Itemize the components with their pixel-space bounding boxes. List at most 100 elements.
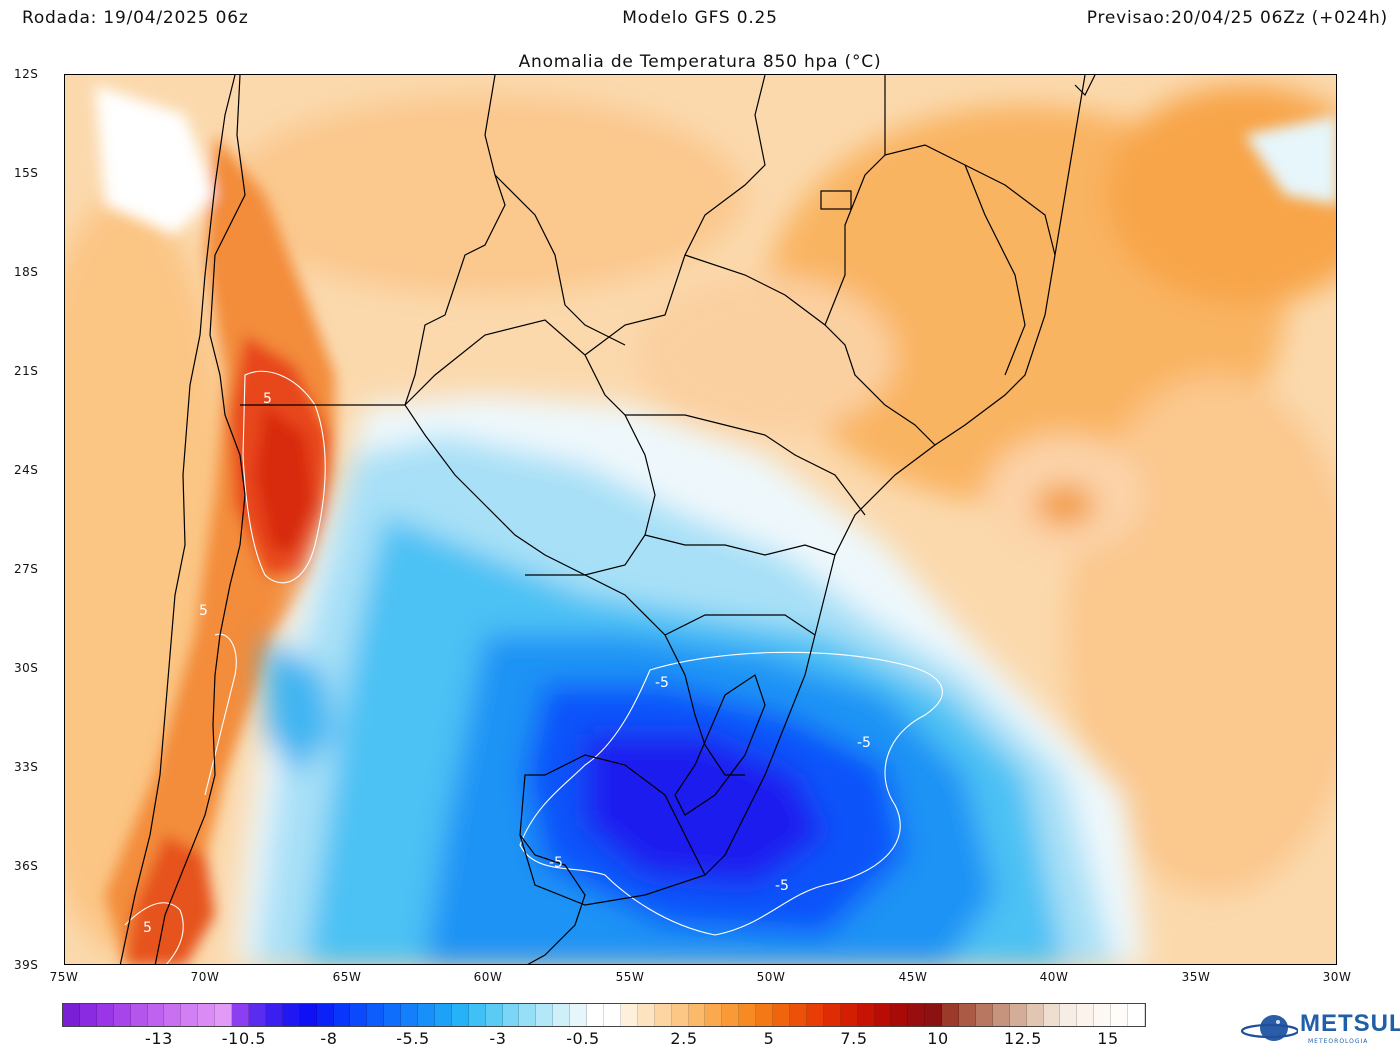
state-border-sc-rs [664, 614, 816, 636]
lat-label-30s: 30S [14, 661, 39, 675]
lat-label-36s: 36S [14, 859, 39, 873]
colorbar-tick-label: -3 [489, 1029, 507, 1048]
anomaly-field-warm [65, 85, 1336, 955]
lagoa-dos-patos [674, 674, 766, 816]
colorbar-tick-label: 7.5 [840, 1029, 868, 1048]
colorbar-tick-label: 12.5 [1003, 1029, 1043, 1048]
colorbar-swatch [823, 1004, 841, 1026]
colorbar-swatch [215, 1004, 233, 1026]
colorbar-tick-label: 10 [927, 1029, 949, 1048]
lon-label-70w: 70W [190, 970, 220, 984]
forecast-time-label: Previsao:20/04/25 06Zz (+024h) [1086, 8, 1388, 28]
colorbar-swatch [840, 1004, 858, 1026]
metsul-logo: METSUL METEOROLOGIA [1236, 1008, 1400, 1048]
colorbar-swatch [1043, 1004, 1061, 1026]
pacific-coastline [119, 75, 236, 964]
contour-label: 5 [143, 920, 152, 936]
colorbar-swatch [147, 1004, 165, 1026]
state-border-mg-es [964, 164, 1026, 376]
model-name-label: Modelo GFS 0.25 [622, 8, 778, 28]
colorbar-swatch [553, 1004, 571, 1026]
anomaly-field-cold [235, 395, 1145, 964]
lat-label-33s: 33S [14, 760, 39, 774]
colorbar-swatch [536, 1004, 554, 1026]
contour-label: 5 [199, 603, 208, 619]
contour-label: -5 [775, 878, 789, 894]
colorbar-tick-label: -13 [145, 1029, 173, 1048]
colorbar-swatch [96, 1004, 114, 1026]
colorbar-swatch [722, 1004, 740, 1026]
colorbar-swatch [248, 1004, 266, 1026]
state-border-ms [584, 75, 766, 356]
run-time-label: Rodada: 19/04/2025 06z [22, 8, 249, 28]
colorbar-swatch [468, 1004, 486, 1026]
colorbar-swatch [282, 1004, 300, 1026]
colorbar-swatch [637, 1004, 655, 1026]
contour-minus5 [519, 651, 943, 936]
colorbar-swatch [671, 1004, 689, 1026]
contour-label: -5 [655, 675, 669, 691]
anomaly-field-andes [95, 85, 1336, 964]
federal-district-border [820, 190, 852, 210]
lat-label-39s: 39S [14, 958, 39, 972]
colorbar-swatch [1111, 1004, 1129, 1026]
colorbar-swatch [367, 1004, 385, 1026]
colorbar-swatch [418, 1004, 435, 1026]
lat-label-27s: 27S [14, 562, 39, 576]
colorbar-swatch [113, 1004, 131, 1026]
lon-label-40w: 40W [1039, 970, 1069, 984]
state-border-mg-ba [884, 144, 1056, 256]
colorbar-swatch [992, 1004, 1010, 1026]
andes-border [154, 75, 246, 964]
lon-label-65w: 65W [332, 970, 362, 984]
colorbar-swatch [63, 1004, 80, 1026]
colorbar-swatch [789, 1004, 807, 1026]
colorbar-swatch [401, 1004, 419, 1026]
lon-label-50w: 50W [756, 970, 786, 984]
map-canvas: 5 5 5 -5 -5 -5 -5 [65, 75, 1336, 964]
colorbar-swatch [975, 1004, 993, 1026]
colorbar-tick-label: 2.5 [670, 1029, 698, 1048]
colorbar-swatch [1009, 1004, 1027, 1026]
colorbar-tick-label: -0.5 [566, 1029, 600, 1048]
colorbar-swatch [485, 1004, 503, 1026]
colorbar-tick-label: 5 [763, 1029, 775, 1048]
uruguay-border [519, 754, 706, 906]
colorbar-swatch [942, 1004, 960, 1026]
colorbar-swatch [181, 1004, 199, 1026]
colorbar-swatch [164, 1004, 182, 1026]
colorbar-swatch [891, 1004, 909, 1026]
colorbar-tick-label: -8 [320, 1029, 338, 1048]
colorbar-swatch [773, 1004, 790, 1026]
colorbar-swatch [1077, 1004, 1095, 1026]
state-border-pr-sc [644, 534, 836, 556]
lat-label-18s: 18S [14, 265, 39, 279]
colorbar-swatch [130, 1004, 148, 1026]
state-border-go-mg [824, 75, 886, 326]
colorbar-swatch [1094, 1004, 1112, 1026]
colorbar-swatch [604, 1004, 621, 1026]
lat-label-21s: 21S [14, 364, 39, 378]
contour-label: -5 [549, 855, 563, 871]
state-border-ba [1074, 75, 1096, 97]
colorbar-swatch [519, 1004, 537, 1026]
globe-icon [1240, 1015, 1298, 1041]
lon-label-60w: 60W [473, 970, 503, 984]
colorbar-swatch [587, 1004, 604, 1026]
colorbar-swatch [451, 1004, 469, 1026]
color-scale-bar [62, 1003, 1146, 1027]
contour-plus5-north [242, 370, 326, 584]
map-title: Anomalia de Temperatura 850 hpa (°C) [518, 52, 882, 72]
state-border-mg-sp [684, 254, 936, 446]
colorbar-swatch [570, 1004, 588, 1026]
colorbar-swatch [756, 1004, 774, 1026]
colorbar-swatch [857, 1004, 875, 1026]
colorbar-swatch [1060, 1004, 1078, 1026]
colorbar-swatch [316, 1004, 334, 1026]
contour-plus5-mid [204, 633, 237, 796]
colorbar-swatch [1128, 1004, 1145, 1026]
lon-label-35w: 35W [1181, 970, 1211, 984]
brazil-bolivia-border [494, 174, 626, 346]
argentina-coastline [519, 834, 586, 964]
logo-subtext: METEOROLOGIA [1308, 1038, 1369, 1045]
